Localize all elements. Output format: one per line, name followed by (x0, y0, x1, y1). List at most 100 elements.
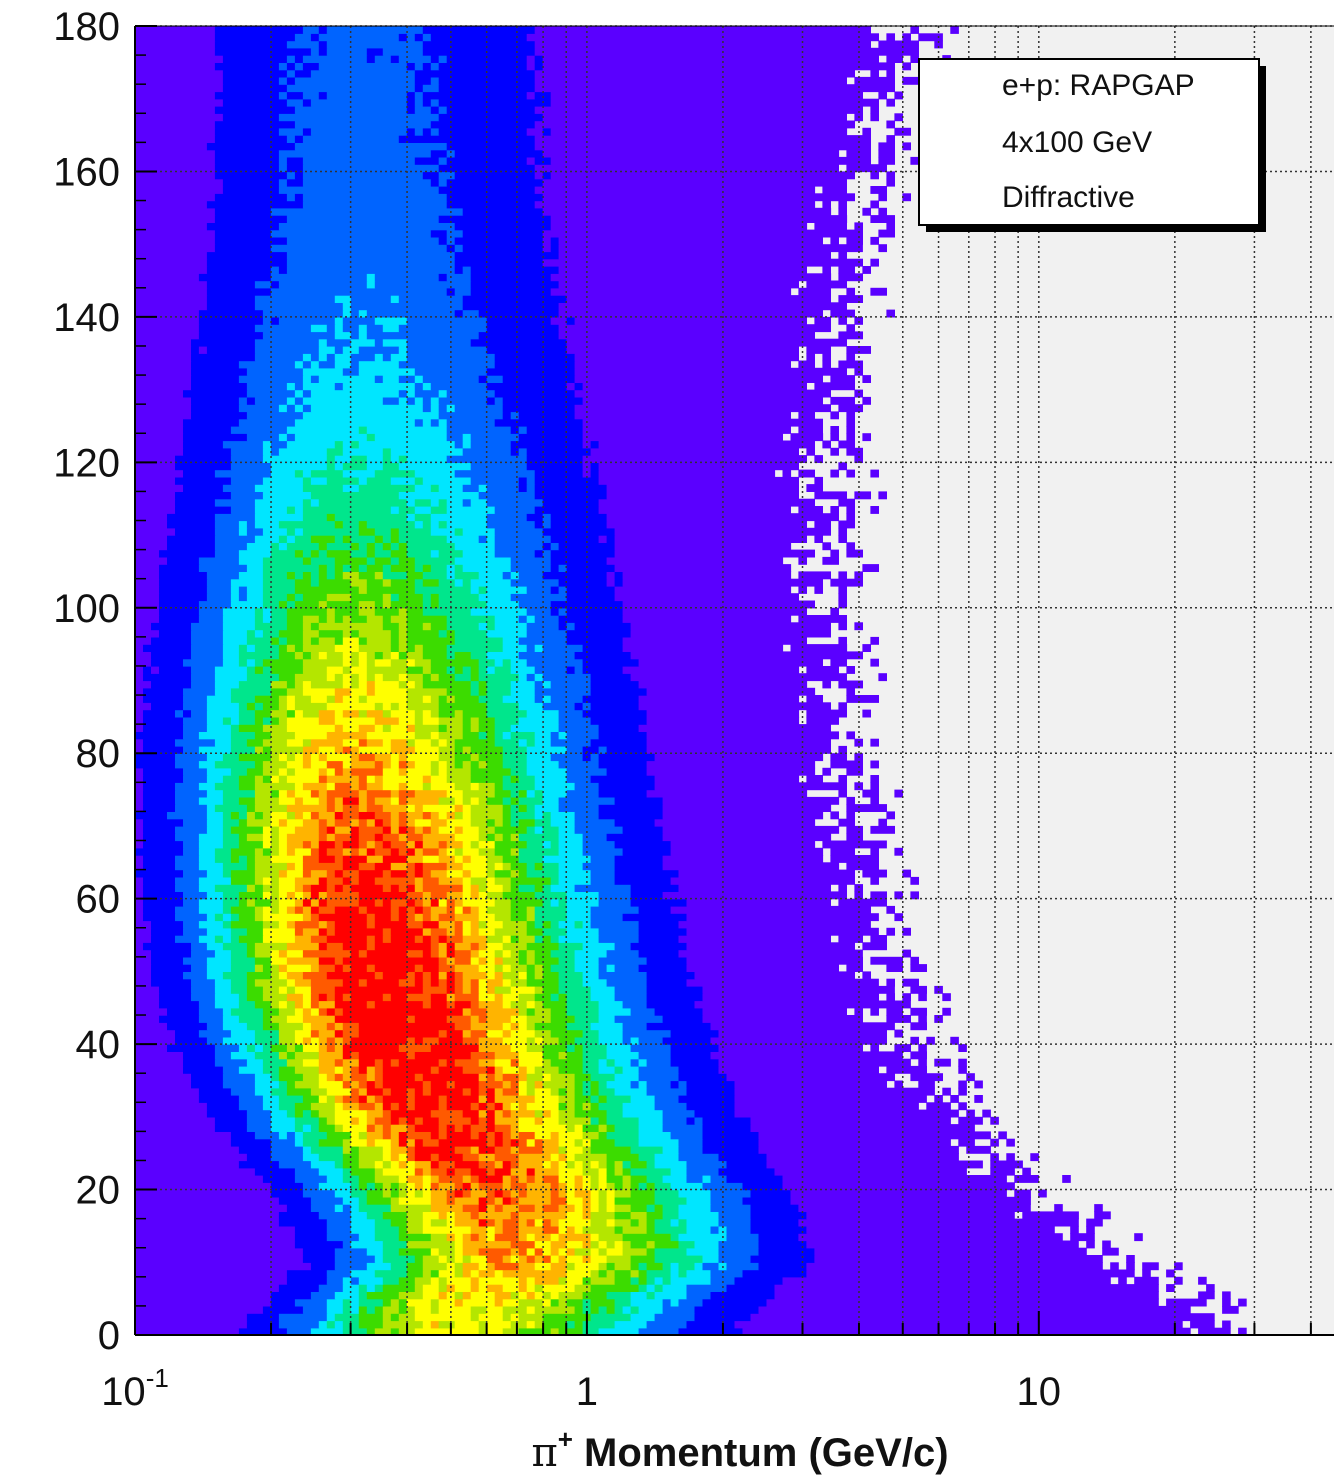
heatmap-cell (446, 193, 544, 202)
heatmap-cell (1142, 1269, 1151, 1278)
heatmap-cell (462, 207, 544, 216)
heatmap-cell (582, 847, 624, 856)
heatmap-cell (814, 476, 823, 485)
heatmap-cell (510, 1160, 520, 1169)
heatmap-cell (670, 1298, 680, 1307)
heatmap-cell (462, 309, 480, 318)
heatmap-cell (222, 1007, 232, 1016)
heatmap-cell (646, 1160, 656, 1169)
heatmap-cell (542, 964, 552, 972)
heatmap-cell (606, 949, 640, 958)
heatmap-cell (238, 913, 256, 922)
heatmap-cell (502, 1284, 520, 1292)
heatmap-cell (406, 818, 416, 827)
heatmap-cell (135, 666, 144, 674)
heatmap-cell (734, 1095, 927, 1103)
heatmap-cell (406, 949, 424, 958)
heatmap-cell (622, 1029, 672, 1038)
heatmap-cell (206, 695, 232, 703)
heatmap-cell (286, 622, 304, 631)
heatmap-cell (206, 1102, 240, 1111)
heatmap-cell (1118, 1276, 1127, 1285)
heatmap-cell (598, 498, 815, 507)
heatmap-cell (238, 709, 256, 718)
heatmap-cell (302, 389, 312, 398)
heatmap-cell (614, 1015, 664, 1023)
heatmap-cell (550, 316, 568, 325)
heatmap-cell (358, 804, 368, 812)
heatmap-cell (470, 687, 480, 696)
heatmap-cell (358, 1145, 384, 1154)
heatmap-cell (406, 1102, 416, 1111)
heatmap-cell (382, 1189, 392, 1198)
heatmap-cell (358, 484, 416, 492)
heatmap-cell (478, 905, 488, 914)
heatmap-cell (534, 1175, 544, 1183)
heatmap-cell (534, 1276, 560, 1285)
heatmap-cell (398, 593, 424, 602)
heatmap-cell (406, 338, 472, 347)
heatmap-cell (574, 1182, 584, 1191)
heatmap-cell (135, 389, 184, 398)
heatmap-cell (486, 942, 504, 951)
heatmap-cell (350, 353, 376, 362)
heatmap-cell (582, 920, 592, 929)
heatmap-cell (1102, 1240, 1111, 1249)
heatmap-cell (518, 636, 568, 645)
heatmap-cell (382, 993, 392, 1002)
heatmap-cell (286, 833, 320, 842)
heatmap-cell (135, 396, 192, 405)
heatmap-cell (1086, 1218, 1103, 1227)
heatmap-cell (254, 811, 264, 820)
heatmap-cell (486, 935, 504, 943)
heatmap-cell (790, 1189, 1007, 1198)
heatmap-cell (310, 535, 336, 543)
heatmap-cell (406, 760, 416, 769)
heatmap-cell (518, 1291, 528, 1300)
heatmap-cell (550, 1160, 560, 1169)
heatmap-cell (510, 556, 552, 565)
heatmap-cell (438, 411, 504, 420)
heatmap-cell (222, 178, 280, 187)
heatmap-cell (278, 520, 336, 529)
heatmap-cell (366, 942, 376, 951)
heatmap-cell (262, 993, 288, 1002)
heatmap-cell (270, 542, 280, 551)
heatmap-cell (270, 636, 280, 645)
heatmap-cell (462, 1036, 480, 1045)
heatmap-cell (390, 753, 400, 762)
heatmap-cell (702, 1262, 720, 1271)
heatmap-cell (678, 1262, 696, 1271)
x-tick-label-base: 10 (1017, 1370, 1062, 1414)
heatmap-cell (598, 1015, 616, 1023)
heatmap-cell (334, 1160, 344, 1169)
heatmap-cell (222, 658, 240, 667)
heatmap-cell (430, 229, 448, 238)
heatmap-cell (286, 753, 296, 762)
heatmap-cell (470, 1291, 496, 1300)
heatmap-cell (278, 796, 296, 805)
heatmap-cell (135, 586, 160, 594)
heatmap-cell (135, 782, 144, 791)
heatmap-cell (542, 55, 879, 63)
heatmap-cell (175, 753, 208, 762)
heatmap-cell (454, 1298, 464, 1307)
heatmap-cell (326, 695, 336, 703)
heatmap-cell (1110, 1262, 1119, 1271)
heatmap-cell (350, 949, 360, 958)
heatmap-cell (302, 738, 312, 747)
heatmap-cell (646, 687, 816, 696)
heatmap-cell (910, 1022, 927, 1031)
heatmap-cell (542, 702, 576, 711)
heatmap-cell (446, 760, 456, 769)
heatmap-cell (430, 1109, 464, 1118)
heatmap-cell (598, 1240, 608, 1249)
heatmap-cell (470, 796, 480, 805)
heatmap-cell (590, 905, 640, 914)
heatmap-cell (534, 62, 544, 71)
heatmap-cell (135, 1320, 248, 1329)
heatmap-cell (326, 993, 336, 1002)
heatmap-cell (718, 1247, 760, 1256)
heatmap-cell (838, 527, 847, 536)
heatmap-cell (374, 1305, 384, 1314)
